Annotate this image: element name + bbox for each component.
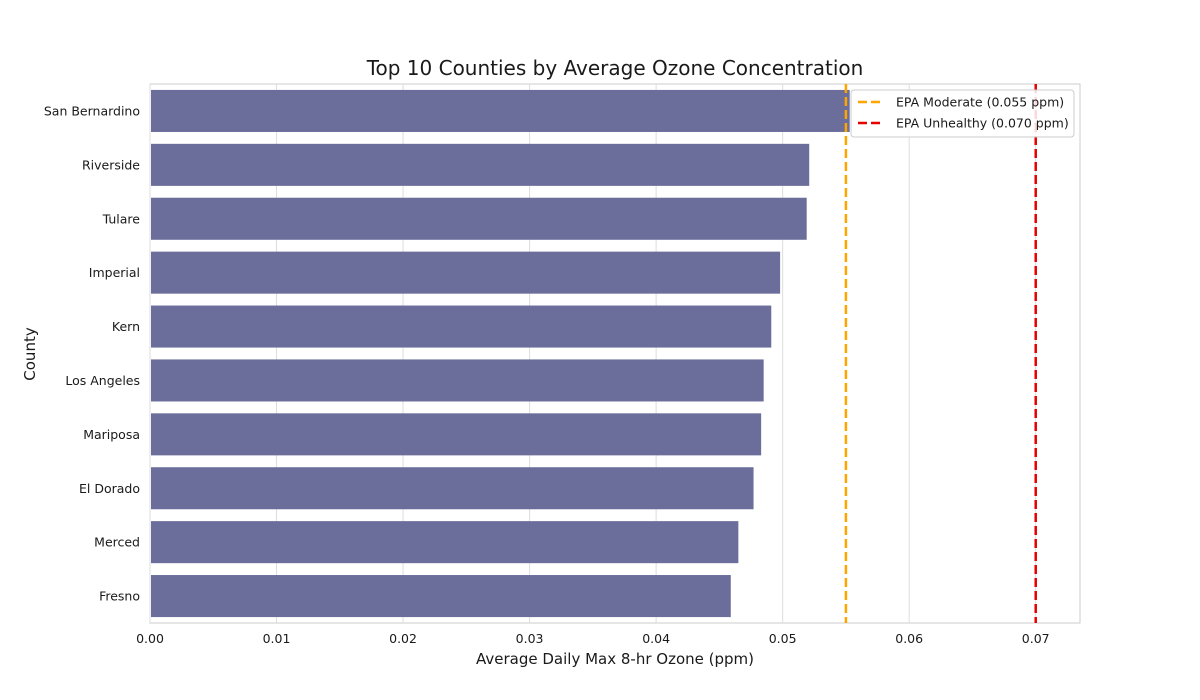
x-tick-label: 0.03 xyxy=(516,631,544,646)
y-tick-label: Riverside xyxy=(82,157,140,172)
y-tick-label: Mariposa xyxy=(83,427,140,442)
x-tick-label: 0.00 xyxy=(136,631,164,646)
y-tick-label: El Dorado xyxy=(79,481,140,496)
y-tick-label: San Bernardino xyxy=(44,103,140,118)
bar xyxy=(151,89,850,132)
bar xyxy=(151,521,739,564)
x-tick-label: 0.07 xyxy=(1022,631,1050,646)
bars xyxy=(151,89,850,618)
bar xyxy=(151,251,781,294)
bar xyxy=(151,575,731,618)
x-tick-label: 0.02 xyxy=(389,631,417,646)
y-tick-label: Fresno xyxy=(99,589,140,604)
bar xyxy=(151,359,764,402)
x-tick-labels: 0.00 0.01 0.02 0.03 0.04 0.05 0.06 0.07 xyxy=(136,631,1050,646)
legend-box xyxy=(850,89,1075,138)
bar xyxy=(151,197,807,240)
bar xyxy=(151,467,754,510)
y-tick-labels: San Bernardino Riverside Tulare Imperial Ker… xyxy=(44,103,140,603)
reference-lines xyxy=(844,84,1037,623)
x-tick-label: 0.01 xyxy=(263,631,291,646)
y-tick-label: Imperial xyxy=(89,265,140,280)
bar xyxy=(151,305,772,348)
y-tick-label: Merced xyxy=(94,535,140,550)
x-tick-label: 0.04 xyxy=(642,631,670,646)
y-axis-label: County xyxy=(21,327,39,381)
y-tick-label: Kern xyxy=(112,319,140,334)
y-tick-label: Tulare xyxy=(102,211,141,226)
x-axis-label: Average Daily Max 8-hr Ozone (ppm) xyxy=(476,650,754,668)
legend-label: EPA Unhealthy (0.070 ppm) xyxy=(896,116,1069,131)
chart-title: Top 10 Counties by Average Ozone Concent… xyxy=(366,56,864,80)
y-tick-label: Los Angeles xyxy=(65,373,140,388)
bar xyxy=(151,413,762,456)
legend: EPA Moderate (0.055 ppm) EPA Unhealthy (0… xyxy=(850,89,1075,138)
legend-label: EPA Moderate (0.055 ppm) xyxy=(896,95,1064,110)
x-tick-label: 0.06 xyxy=(895,631,923,646)
x-tick-label: 0.05 xyxy=(769,631,797,646)
bar xyxy=(151,143,810,186)
